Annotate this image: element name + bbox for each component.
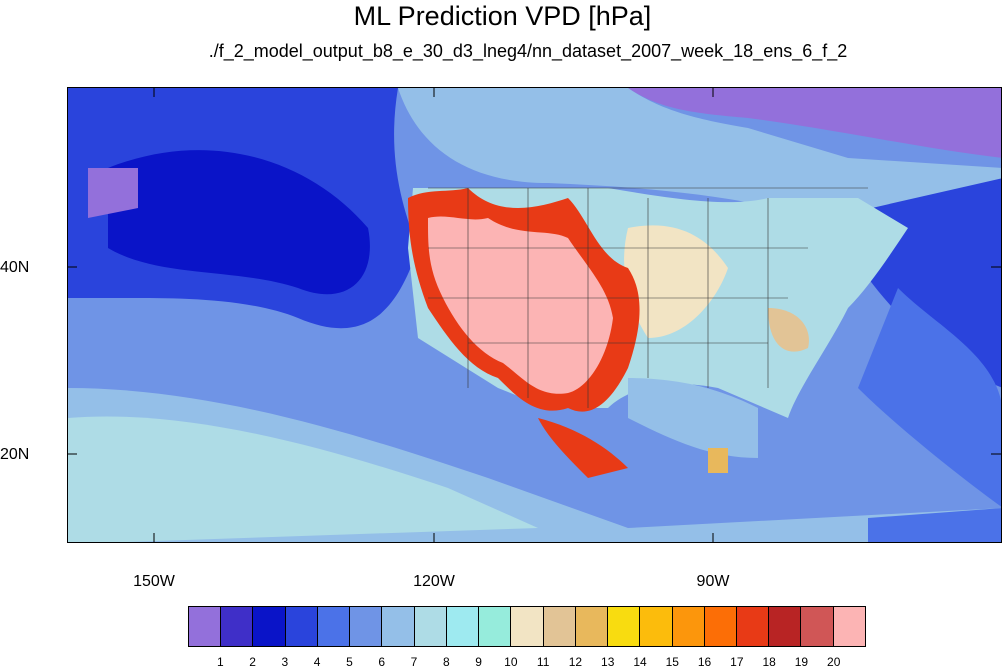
colorbar-swatch-19 (769, 607, 802, 646)
colorbar-swatch-11 (511, 607, 544, 646)
colorbar-swatch-10 (479, 607, 512, 646)
colorbar-swatch-21 (833, 607, 866, 646)
colorbar-swatch-20 (801, 607, 834, 646)
north-pacific-core (108, 150, 370, 295)
southwest-desert-core (428, 216, 613, 394)
colorbar-label-2: 2 (249, 655, 256, 669)
central-mexico-hot (538, 418, 628, 478)
cuba-patch (708, 448, 728, 473)
map-title: ML Prediction VPD [hPa] (353, 1, 652, 31)
colorbar-label-17: 17 (730, 655, 744, 669)
lon-label-90w: 90W (696, 573, 730, 590)
colorbar-swatch-13 (575, 607, 609, 646)
colorbar-label-16: 16 (697, 655, 712, 669)
colorbar-label-9: 9 (475, 655, 482, 669)
colorbar-label-5: 5 (346, 655, 353, 669)
colorbar-label-6: 6 (378, 655, 386, 669)
colorbar-swatch-15 (640, 607, 673, 646)
colorbar-swatch-2 (221, 607, 254, 646)
colorbar-label-11: 11 (536, 655, 550, 669)
colorbar-swatch-16 (672, 607, 705, 646)
colorbar-swatch-9 (446, 607, 480, 646)
lon-label-150w: 150W (133, 573, 175, 590)
colorbar-swatch-4 (285, 607, 318, 646)
colorbar-swatch-6 (350, 607, 383, 646)
atlantic-mid (858, 288, 1001, 507)
colorbar-label-14: 14 (633, 655, 647, 669)
lat-label-40n: 40N (0, 259, 30, 276)
canada-light (398, 88, 1001, 288)
colorbar-label-4: 4 (313, 655, 321, 669)
south-atlantic-blue (868, 508, 1001, 542)
colorbar-label-13: 13 (601, 655, 615, 669)
lat-label-20n: 20N (0, 446, 30, 463)
colorbar-swatch-1 (189, 607, 222, 646)
colorbar-swatch-7 (382, 607, 415, 646)
hudson-purple (628, 88, 1001, 158)
colorbar-label-10: 10 (504, 655, 518, 669)
colorbar-swatch-17 (704, 607, 737, 646)
colorbar-label-8: 8 (442, 655, 450, 669)
tropical-pacific-band (68, 416, 538, 542)
colorbar-label-15: 15 (665, 655, 679, 669)
great-plains (624, 225, 728, 338)
colorbar-swatch-5 (317, 607, 351, 646)
vpd-colorbar (188, 606, 866, 647)
colorbar-swatch-3 (253, 607, 286, 646)
colorbar-label-3: 3 (281, 655, 289, 669)
colorbar-swatch-12 (543, 607, 576, 646)
purple-patch-west (88, 168, 138, 218)
colorbar-swatch-14 (608, 607, 641, 646)
colorbar-label-1: 1 (216, 655, 224, 669)
lon-label-120w: 120W (413, 573, 455, 590)
colorbar-label-7: 7 (410, 655, 418, 669)
gulf-of-mexico (628, 378, 758, 458)
colorbar-label-20: 20 (827, 655, 841, 669)
colorbar-swatch-18 (736, 607, 770, 646)
map-subtitle: ./f_2_model_output_b8_e_30_d3_lneg4/nn_d… (208, 41, 848, 61)
vpd-map (67, 87, 1002, 543)
southeast-tan (768, 308, 809, 352)
state-borders (428, 187, 868, 408)
colorbar-label-12: 12 (568, 655, 583, 669)
vpd-field (68, 88, 1001, 542)
colorbar-swatch-8 (414, 607, 447, 646)
colorbar-label-19: 19 (794, 655, 809, 669)
colorbar-label-18: 18 (762, 655, 776, 669)
